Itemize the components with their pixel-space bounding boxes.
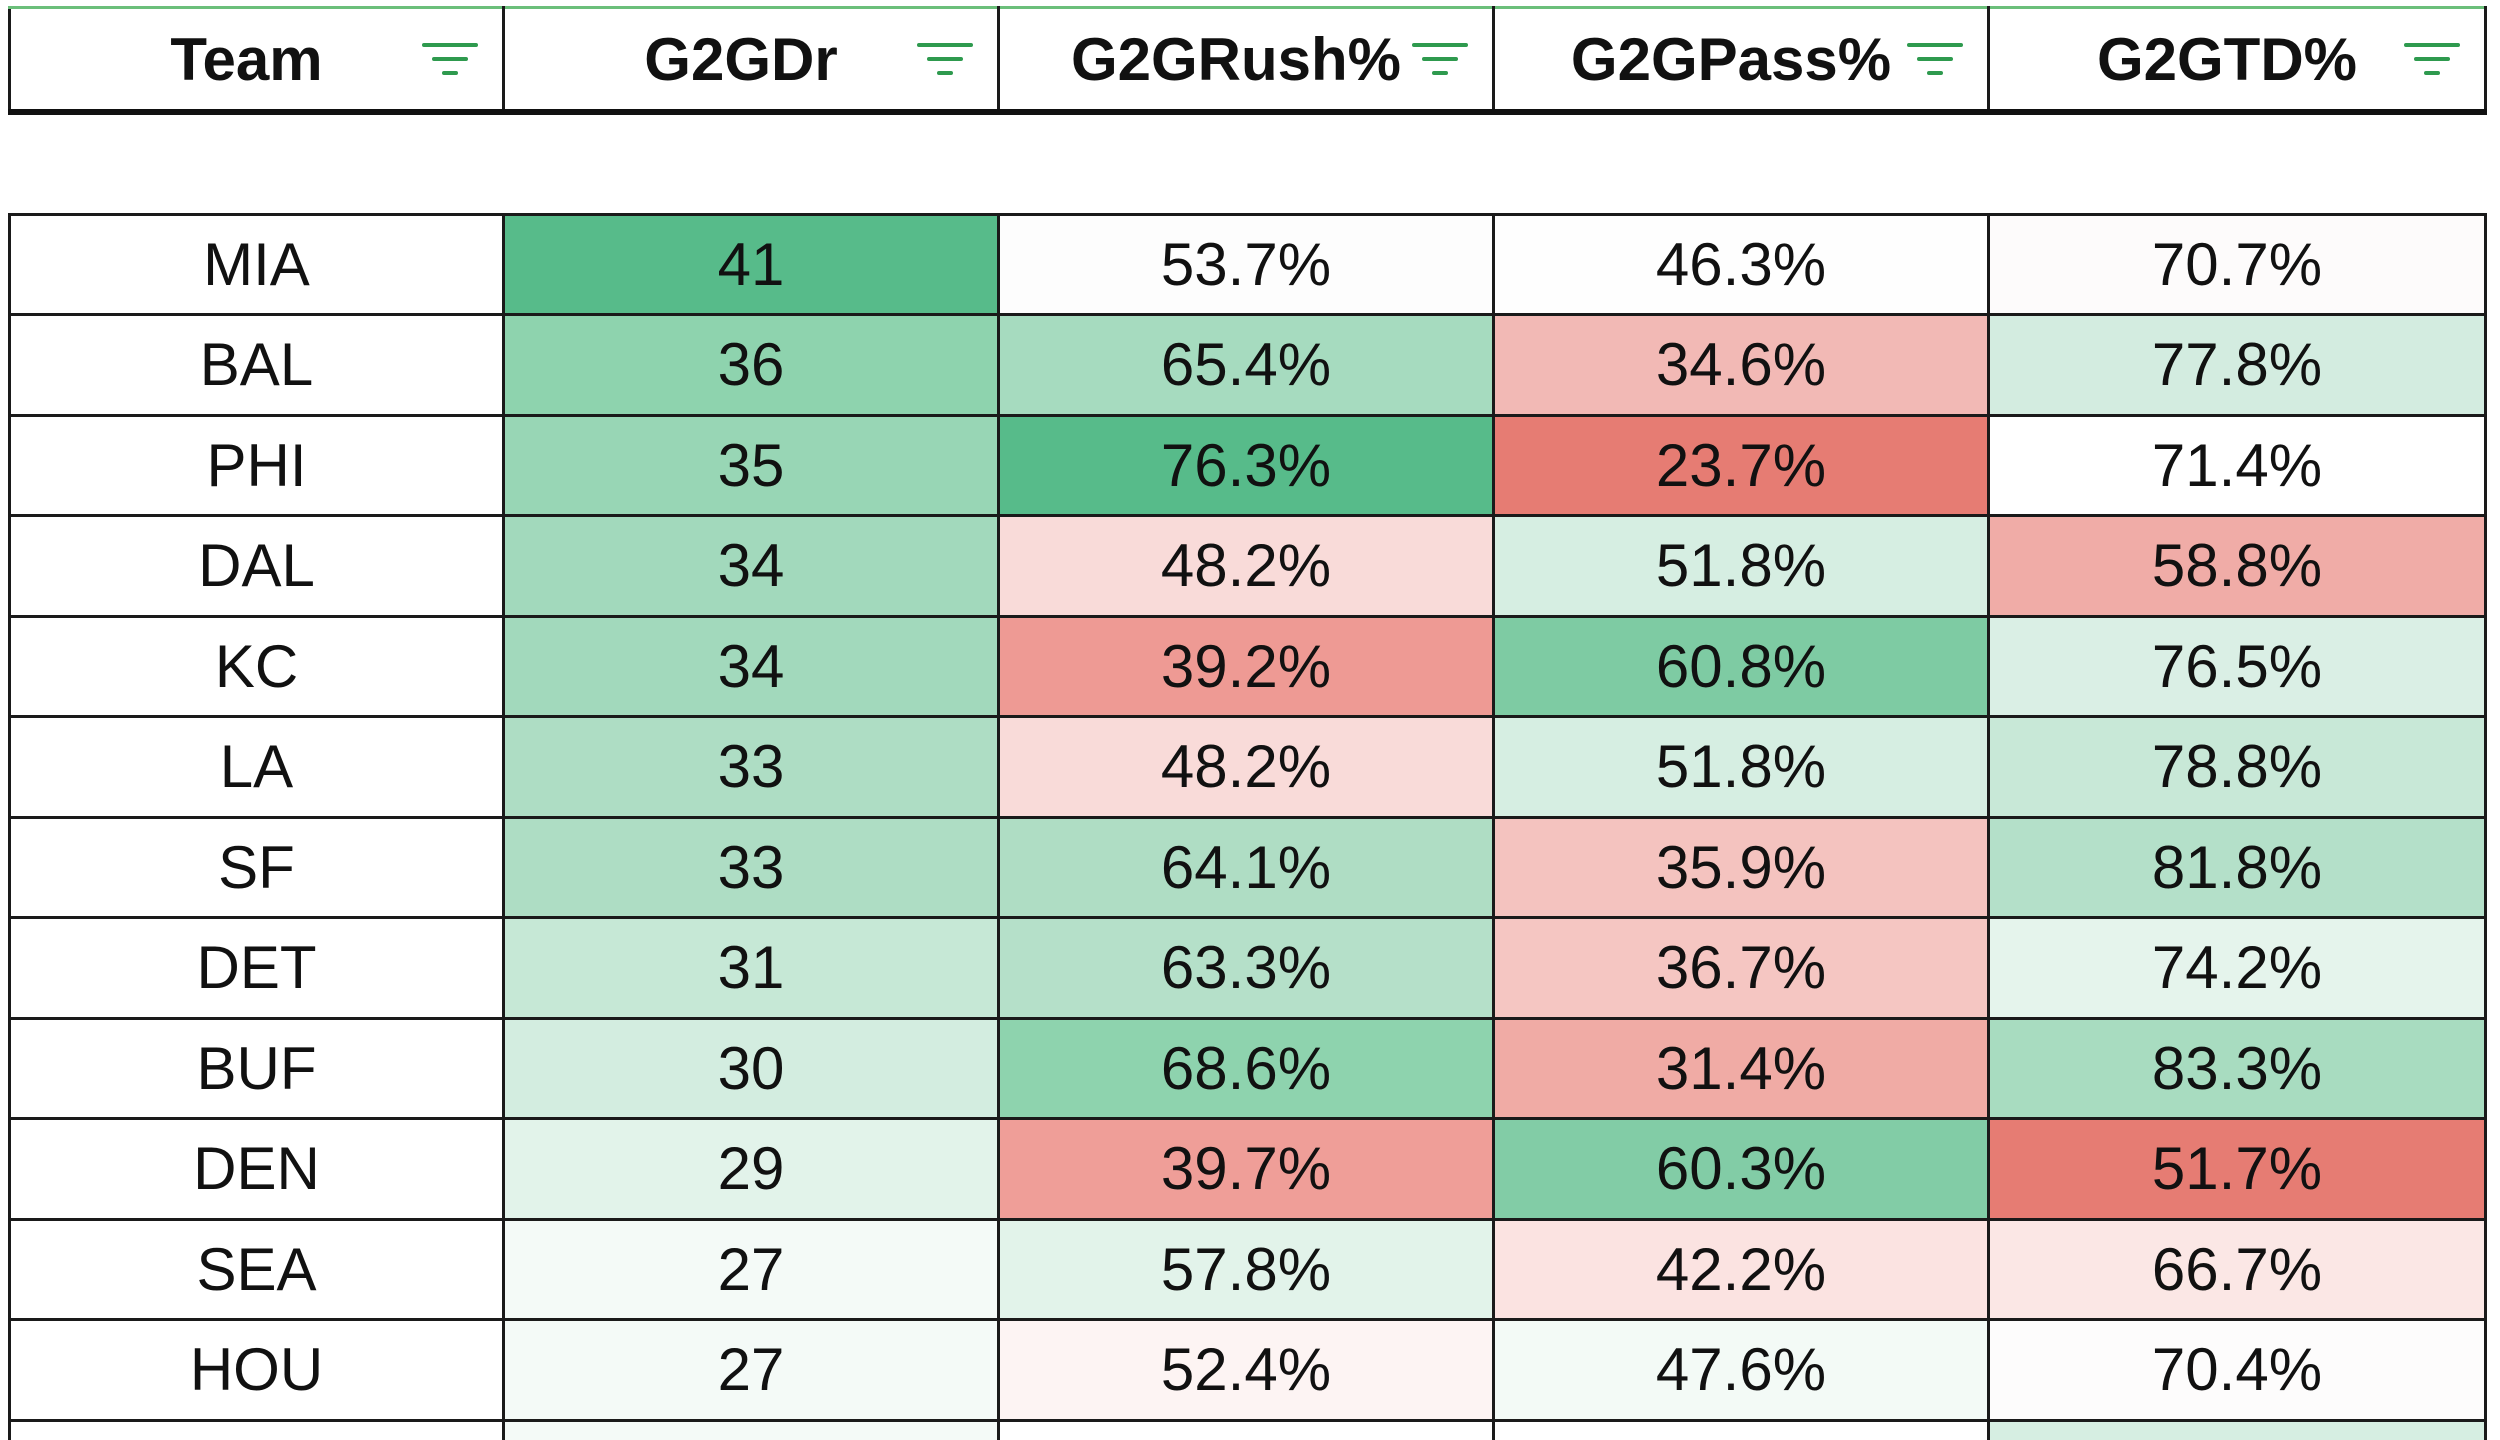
table-row: BAL 36 65.4% 34.6% 77.8% [8,313,2487,417]
rush-pct-cell[interactable]: 64.1% [997,815,1495,919]
filter-icon[interactable] [915,37,975,81]
table-row: PHI 35 76.3% 23.7% 71.4% [8,413,2487,517]
rush-pct-cell[interactable]: 63.3% [997,916,1495,1020]
td-pct-cell[interactable]: 81.8% [1987,815,2487,919]
filter-icon[interactable] [2402,37,2462,81]
header-row: Team G2GDr G2GRush% [8,6,2487,115]
frozen-row-divider[interactable] [9,112,2486,216]
spreadsheet: Team G2GDr G2GRush% [8,6,2487,1440]
rush-pct-cell[interactable]: 57.8% [997,1217,1495,1321]
team-cell[interactable]: BAL [8,313,505,417]
column-header-label: Team [170,25,323,93]
g2gdr-cell[interactable]: 33 [502,815,1000,919]
table-row: KC 34 39.2% 60.8% 76.5% [8,614,2487,718]
column-header-g2gdr[interactable]: G2GDr [502,6,1000,115]
team-cell[interactable]: KC [8,614,505,718]
rush-pct-cell[interactable]: 65.4% [997,313,1495,417]
rush-pct-cell[interactable]: 48.2% [997,715,1495,819]
g2gdr-cell[interactable]: 31 [502,916,1000,1020]
pass-pct-cell[interactable]: 51.8% [1492,715,1990,819]
table-row: DET 31 63.3% 36.7% 74.2% [8,916,2487,1020]
table-row: SF 33 64.1% 35.9% 81.8% [8,815,2487,919]
filter-icon[interactable] [420,37,480,81]
filter-icon[interactable] [1905,37,1965,81]
column-header-label: G2GTD% [2096,25,2358,93]
td-pct-cell[interactable]: 83.3% [1987,1016,2487,1120]
g2gdr-cell[interactable]: 36 [502,313,1000,417]
team-cell[interactable]: SEA [8,1217,505,1321]
cell[interactable] [997,1418,1495,1440]
column-header-g2grush[interactable]: G2GRush% [997,6,1495,115]
g2gdr-cell[interactable]: 35 [502,413,1000,517]
rush-pct-cell[interactable]: 76.3% [997,413,1495,517]
td-pct-cell[interactable]: 78.8% [1987,715,2487,819]
table-row-partial [8,1418,2487,1440]
g2gdr-cell[interactable]: 41 [502,212,1000,316]
rush-pct-cell[interactable]: 68.6% [997,1016,1495,1120]
g2gdr-cell[interactable]: 27 [502,1217,1000,1321]
team-cell[interactable]: MIA [8,212,505,316]
team-cell[interactable]: BUF [8,1016,505,1120]
td-pct-cell[interactable]: 76.5% [1987,614,2487,718]
td-pct-cell[interactable]: 58.8% [1987,514,2487,618]
td-pct-cell[interactable]: 71.4% [1987,413,2487,517]
pass-pct-cell[interactable]: 46.3% [1492,212,1990,316]
pass-pct-cell[interactable]: 51.8% [1492,514,1990,618]
team-cell[interactable]: SF [8,815,505,919]
pass-pct-cell[interactable]: 34.6% [1492,313,1990,417]
td-pct-cell[interactable]: 66.7% [1987,1217,2487,1321]
g2gdr-cell[interactable]: 33 [502,715,1000,819]
pass-pct-cell[interactable]: 42.2% [1492,1217,1990,1321]
table-row: SEA 27 57.8% 42.2% 66.7% [8,1217,2487,1321]
column-header-g2gtd[interactable]: G2GTD% [1987,6,2487,115]
rush-pct-cell[interactable]: 53.7% [997,212,1495,316]
rush-pct-cell[interactable]: 48.2% [997,514,1495,618]
rush-pct-cell[interactable]: 39.7% [997,1117,1495,1221]
g2gdr-cell[interactable]: 30 [502,1016,1000,1120]
cell[interactable] [502,1418,1000,1440]
data-table: Team G2GDr G2GRush% [8,6,2487,1440]
team-cell[interactable]: DEN [8,1117,505,1221]
team-cell[interactable]: HOU [8,1318,505,1422]
td-pct-cell[interactable]: 70.7% [1987,212,2487,316]
pass-pct-cell[interactable]: 31.4% [1492,1016,1990,1120]
column-header-label: G2GDr [644,25,838,93]
pass-pct-cell[interactable]: 23.7% [1492,413,1990,517]
table-row: HOU 27 52.4% 47.6% 70.4% [8,1318,2487,1422]
table-row: DAL 34 48.2% 51.8% 58.8% [8,514,2487,618]
team-cell[interactable]: DET [8,916,505,1020]
cell[interactable] [1492,1418,1990,1440]
column-header-label: G2GPass% [1570,25,1892,93]
pass-pct-cell[interactable]: 60.8% [1492,614,1990,718]
cell[interactable] [1987,1418,2487,1440]
table-row: LA 33 48.2% 51.8% 78.8% [8,715,2487,819]
team-cell[interactable]: DAL [8,514,505,618]
column-header-label: G2GRush% [1070,25,1402,93]
table-row: MIA 41 53.7% 46.3% 70.7% [8,212,2487,316]
column-header-team[interactable]: Team [8,6,505,115]
pass-pct-cell[interactable]: 60.3% [1492,1117,1990,1221]
team-cell[interactable]: LA [8,715,505,819]
g2gdr-cell[interactable]: 34 [502,514,1000,618]
td-pct-cell[interactable]: 77.8% [1987,313,2487,417]
g2gdr-cell[interactable]: 34 [502,614,1000,718]
rush-pct-cell[interactable]: 39.2% [997,614,1495,718]
pass-pct-cell[interactable]: 36.7% [1492,916,1990,1020]
table-row: DEN 29 39.7% 60.3% 51.7% [8,1117,2487,1221]
filter-icon[interactable] [1410,37,1470,81]
td-pct-cell[interactable]: 51.7% [1987,1117,2487,1221]
rush-pct-cell[interactable]: 52.4% [997,1318,1495,1422]
pass-pct-cell[interactable]: 35.9% [1492,815,1990,919]
g2gdr-cell[interactable]: 27 [502,1318,1000,1422]
pass-pct-cell[interactable]: 47.6% [1492,1318,1990,1422]
cell[interactable] [8,1418,505,1440]
table-row: BUF 30 68.6% 31.4% 83.3% [8,1016,2487,1120]
td-pct-cell[interactable]: 74.2% [1987,916,2487,1020]
column-header-g2gpass[interactable]: G2GPass% [1492,6,1990,115]
table-body: MIA 41 53.7% 46.3% 70.7% BAL 36 65.4% 34.6% 77.8%… [8,112,2487,1440]
team-cell[interactable]: PHI [8,413,505,517]
td-pct-cell[interactable]: 70.4% [1987,1318,2487,1422]
g2gdr-cell[interactable]: 29 [502,1117,1000,1221]
